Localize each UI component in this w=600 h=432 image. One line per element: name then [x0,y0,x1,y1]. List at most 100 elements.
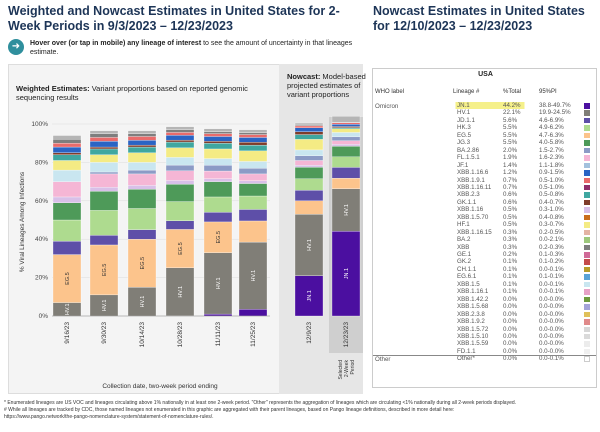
table-row[interactable]: GE.1 0.2% 0.1-0.3% [373,251,596,258]
total-cell: 0.0% [503,332,518,340]
table-row[interactable]: JN.1 44.2% 38.8-49.7% [373,102,596,110]
lineage-cell: XBB.1.5.59 [457,340,489,348]
hover-instruction-bold: Hover over (or tap in mobile) any lineag… [30,40,202,47]
bar-segment-xbb-1-16 [294,165,324,168]
bar-segment-hk-3 [52,219,82,242]
bar-segment-xbb-1-5 [294,149,324,156]
table-row[interactable]: XBB.1.9.1 0.7% 0.5-1.0% [373,177,596,184]
table-row[interactable]: HV.1 22.1% 19.9-24.5% [373,109,596,116]
lineage-cell: XBB.1.16.11 [457,183,492,191]
table-row[interactable]: JD.1.1 5.6% 4.6-6.9% [373,117,596,124]
lineage-cell: XBB.1.16 [457,206,484,214]
bar-segment-jd-1-1 [127,229,157,240]
table-row[interactable]: GK.1.1 0.6% 0.4-0.7% [373,199,596,206]
y-tick-label: 0% [39,313,49,320]
table-row[interactable]: XBB.1.5 0.1% 0.0-0.1% [373,281,596,288]
table-row[interactable]: XBB.1.16.11 0.7% 0.5-1.0% [373,184,596,191]
table-row[interactable]: JG.3 5.5% 4.0-5.8% [373,139,596,146]
bar-segment-hf-1 [331,128,361,133]
bar-segment-xbb [165,129,195,133]
table-row[interactable]: XBB.1.16.6 1.2% 0.9-1.5% [373,169,596,176]
pi-cell: 0.4-0.7% [539,198,564,206]
table-row[interactable]: XBB.1.5.72 0.0% 0.0-0.0% [373,326,596,333]
table-row[interactable]: CH.1.1 0.1% 0.0-0.1% [373,266,596,273]
table-row[interactable]: XBB.1.16 0.5% 0.3-1.0% [373,206,596,213]
total-cell: 1.9% [503,154,518,162]
table-row[interactable]: JF.1 1.4% 1.1-1.8% [373,162,596,169]
table-row[interactable]: XBB.1.5.10 0.0% 0.0-0.0% [373,333,596,340]
table-row[interactable]: HK.3 5.5% 4.9-6.2% [373,124,596,131]
bar-segment-ba-2-86 [238,168,268,175]
table-row[interactable]: XBB.1.5.70 0.5% 0.4-0.8% [373,214,596,221]
table-row[interactable]: XBB.1.16.1 0.1% 0.0-0.1% [373,288,596,295]
footnote-3: https://www.pango.network/the-pango-nome… [4,414,214,420]
total-cell: 0.5% [503,206,518,214]
table-row[interactable]: EG.6.1 0.1% 0.1-0.1% [373,273,596,280]
table-row[interactable]: XBB.2.3.8 0.0% 0.0-0.0% [373,311,596,318]
bar-segment-xbb-1-16-6 [238,137,268,143]
table-row[interactable]: FD.1.1 0.0% 0.0-0.0% [373,348,596,355]
table-row[interactable]: BA.2 0.3% 0.0-2.1% [373,236,596,243]
total-cell: 0.1% [503,288,518,296]
color-swatch [584,326,590,332]
lineage-cell: XBB.1.9.1 [457,176,485,184]
bar-segment-hf-1 [165,147,195,158]
lineage-cell: CH.1.1 [457,265,477,273]
lineage-cell: JF.1 [457,161,469,169]
bar-segment-xbb [238,132,268,135]
lineage-cell: XBB.1.16.6 [457,169,489,177]
bar-segment-other [331,116,361,123]
color-swatch [584,281,590,288]
table-row[interactable]: XBB.1.16.15 0.3% 0.2-0.5% [373,229,596,236]
page-title-right: Nowcast Estimates in United States for 1… [373,4,585,33]
table-row[interactable]: HF.1 0.5% 0.3-0.7% [373,221,596,228]
pi-cell: 0.0-2.1% [539,236,564,244]
bar-segment-ba-2-86 [89,171,119,175]
bar-segment-hf-1 [294,139,324,151]
bar-segment-other [165,126,195,130]
selected-period-label: Period [350,360,356,375]
table-row[interactable]: BA.2.86 2.0% 1.5-2.7% [373,147,596,154]
bar-segment-gk-1-1 [89,146,119,150]
pi-cell: 0.0-0.1% [539,355,564,363]
table-row[interactable]: XBB.1.42.2 0.0% 0.0-0.0% [373,296,596,303]
stacked-bar-chart: 0% 20% 40% 60% 80% 100% % Viral Lineages Among… [19,116,363,390]
total-cell: 0.6% [503,198,518,206]
bar-segment-fl-1-5-1 [127,173,157,186]
total-cell: 0.0% [503,310,518,318]
color-swatch [584,222,590,228]
bar-segment-xbb-2-3 [127,146,157,153]
bar-segment-xbb-1-16-6 [294,127,324,132]
bar-segment-xbb-1-16-6 [165,135,195,141]
color-swatch [584,266,590,273]
table-row[interactable]: EG.5 5.5% 4.7-6.3% [373,132,596,139]
color-swatch [584,192,590,198]
group-label-omicron: Omicron [375,102,399,110]
table-row[interactable]: XBB.1.5.68 0.0% 0.0-0.0% [373,303,596,310]
total-cell: 0.5% [503,213,518,221]
pi-cell: 4.7-6.3% [539,131,564,139]
table-row[interactable]: GK.2 0.1% 0.1-0.2% [373,258,596,265]
color-swatch [584,184,590,191]
color-swatch [584,304,590,310]
bar-segment-eg-5 [165,229,195,268]
bar-data-label: HV.1 [65,303,71,315]
bar-data-label: EG.5 [178,242,184,255]
table-row[interactable]: XBB.1.5.59 0.0% 0.0-0.0% [373,340,596,347]
header-who-label: WHO label [375,89,405,95]
table-row[interactable]: Other* 0.0% 0.0-0.1% [373,355,596,362]
bar-data-label: JN.1 [307,290,313,301]
x-tick-label: 12/9/23 [306,322,313,344]
table-row[interactable]: FL.1.5.1 1.9% 1.6-2.3% [373,154,596,161]
table-row[interactable]: XBB.2.3 0.6% 0.5-0.8% [373,191,596,198]
bar-segment-xbb-1-5 [165,157,195,166]
bar-segment-other [294,122,324,126]
bar-segment-xbb-1-9-1 [89,137,119,142]
table-row[interactable]: XBB.1.9.2 0.0% 0.0-0.0% [373,318,596,325]
table-row[interactable]: XBB 0.3% 0.2-0.3% [373,244,596,251]
color-swatch [584,341,590,347]
bar-segment-hk-3 [331,156,361,168]
bar-segment-xbb [89,133,119,138]
lineage-cell: FL.1.5.1 [457,154,480,162]
x-tick-label: 12/23/23 [343,322,350,348]
